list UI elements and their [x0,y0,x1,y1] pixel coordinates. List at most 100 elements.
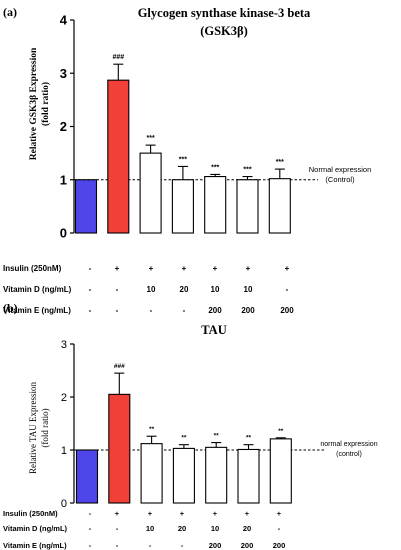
panel-b-treatment-value: 20 [243,524,251,533]
panel-a-significance-label: *** [276,159,284,166]
panel-b-treatment-value: - [181,541,184,550]
panel-b-treatment-table: Insulin (250nM) - + + + + + + Vitamin D (ng/mL) -… [3,509,285,550]
panel-b-tau: (b) TAU Relative TAU Expression (fold ra… [3,301,378,550]
panel-b-treatment-value: 10 [146,524,154,533]
panel-b-significance-labels: ### ** ** ** ** ** [114,363,284,442]
panel-a-treatment-label: Vitamin D (ng/mL) [3,285,72,294]
panel-a-treatment-value: - [116,306,119,315]
panel-b-treatment-value: - [116,524,119,533]
panel-b-label: (b) [3,301,18,315]
panel-a-bar [107,79,130,234]
panel-b-treatment-value: - [116,541,119,550]
panel-a-treatment-value: 200 [208,306,222,315]
panel-b-treatment-value: 200 [273,541,286,550]
panel-a-treatment-value: 20 [180,285,189,294]
panel-b-y-tick-label: 0 [61,498,67,510]
panel-a-gsk3b: (a) Glycogen synthase kinase-3 beta (GSK… [3,5,371,315]
panel-a-bar [204,176,227,234]
panel-a-treatment-value: + [149,264,154,273]
panel-a-significance-label: *** [179,156,187,163]
panel-b-significance-label: ** [181,435,187,442]
panel-b-ylabel-line-1: Relative TAU Expression [28,381,38,474]
panel-a-bar [236,179,259,234]
panel-a-label: (a) [3,5,17,19]
panel-b-bars [75,393,292,504]
panel-a-treatment-value: 10 [244,285,253,294]
panel-a-treatment-value: + [115,264,120,273]
panel-a-treatment-value: + [246,264,251,273]
panel-b-bar [205,446,228,504]
panel-a-treatment-value: + [213,264,218,273]
panel-b-bar [172,447,195,504]
panel-a-treatment-value: - [116,285,119,294]
panel-b-treatment-label: Vitamin D (ng/mL) [3,524,68,533]
panel-a-axes: 0 1 2 3 4 [60,13,75,241]
panel-b-treatment-value: 20 [178,524,186,533]
panel-b-treatment-value: 200 [209,541,222,550]
panel-b-bar [140,443,163,504]
panel-b-treatment-value: + [180,509,185,518]
panel-a-significance-labels: ### *** *** *** *** *** [112,54,284,173]
panel-a-y-tick-label: 1 [60,172,67,187]
panel-b-reference-label-line-2: (control) [336,451,362,458]
panel-b-bar [108,393,131,504]
panel-a-ylabel: Relative GSK3β Expression (fold ratio) [29,47,51,160]
panel-a-bar [139,152,162,234]
panel-a-bar [268,178,291,234]
panel-a-bar [74,179,98,234]
panel-a-reference-label-line-1: Normal expression [309,165,372,174]
panel-a-significance-label: *** [211,164,219,171]
panel-b-reference-label-line-1: normal expression [320,441,377,448]
panel-b-treatment-value: 200 [241,541,254,550]
panel-b-significance-label: ### [114,363,125,370]
panel-a-treatment-value: 200 [241,306,255,315]
panel-b-ylabel: Relative TAU Expression (fold ratio) [28,381,50,474]
panel-a-treatment-value: + [285,264,290,273]
panel-b-treatment-value: + [115,509,120,518]
panel-a-reference-label-line-2: (Control) [325,175,355,184]
panel-a-y-tick-label: 3 [60,66,67,81]
panel-b-y-tick-label: 3 [61,339,67,351]
panel-b-title: TAU [201,323,226,337]
panel-b-bar [75,449,99,504]
panel-b-ylabel-line-2: (fold ratio) [40,408,50,447]
panel-b-treatment-label: Insulin (250nM) [3,509,58,518]
panel-b-treatment-value: + [245,509,250,518]
panel-a-treatment-label: Insulin (250nM) [3,264,62,273]
panel-a-error-bars [113,63,285,180]
panel-a-significance-label: ### [112,54,124,61]
panel-a-treatment-table: Insulin (250nM) - + + + + + + Vitamin D (ng/mL) -… [3,264,294,315]
panel-a-title-line-1: Glycogen synthase kinase-3 beta [138,6,311,20]
panel-b-treatment-value: + [148,509,153,518]
panel-a-treatment-value: - [150,306,153,315]
panel-b-treatment-value: - [89,524,92,533]
panel-a-title-line-2: (GSK3β) [200,24,248,38]
panel-a-bar [171,179,194,234]
panel-b-treatment-value: 10 [211,524,219,533]
panel-a-significance-label: *** [243,167,251,174]
panel-a-significance-label: *** [147,135,155,142]
panel-b-treatment-value: + [277,509,282,518]
panel-b-axes: 0 1 2 3 [61,339,75,510]
panel-a-treatment-value: 200 [280,306,294,315]
panel-a-treatment-value: 10 [211,285,220,294]
panel-a-ylabel-line-2: (fold ratio) [40,82,51,126]
panel-a-y-tick-label: 0 [60,226,67,241]
panel-a-treatment-value: - [89,285,92,294]
panel-b-error-bars [114,372,286,450]
panel-a-y-tick-label: 2 [60,119,67,134]
panel-a-treatment-value: + [182,264,187,273]
panel-a-y-tick-label: 4 [60,13,68,28]
panel-b-treatment-value: + [213,509,218,518]
panel-b-significance-label: ** [149,426,155,433]
panel-b-bar [237,448,260,504]
panel-a-treatment-value: 10 [147,285,156,294]
panel-b-treatment-value: - [89,541,92,550]
panel-b-treatment-value: - [89,509,92,518]
panel-a-treatment-value: - [183,306,186,315]
panel-b-y-tick-label: 2 [61,392,67,404]
panel-b-treatment-value: - [149,541,152,550]
panel-a-treatment-value: - [89,264,92,273]
panel-b-bar [269,438,292,504]
